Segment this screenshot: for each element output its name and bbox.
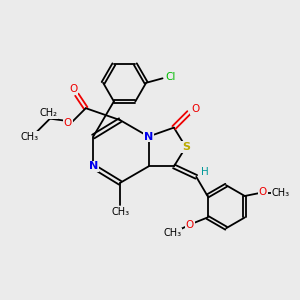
Text: S: S [182, 142, 190, 152]
Text: O: O [64, 118, 72, 128]
Text: CH₃: CH₃ [272, 188, 290, 198]
Text: Cl: Cl [166, 72, 176, 82]
Text: N: N [144, 132, 153, 142]
Text: O: O [191, 104, 200, 114]
Text: O: O [185, 220, 194, 230]
Text: O: O [259, 187, 267, 196]
Text: CH₃: CH₃ [21, 132, 39, 142]
Text: CH₂: CH₂ [40, 108, 58, 118]
Text: CH₃: CH₃ [163, 228, 182, 238]
Text: H: H [201, 167, 209, 176]
Text: O: O [69, 84, 77, 94]
Text: CH₃: CH₃ [111, 207, 129, 217]
Text: N: N [88, 161, 98, 171]
